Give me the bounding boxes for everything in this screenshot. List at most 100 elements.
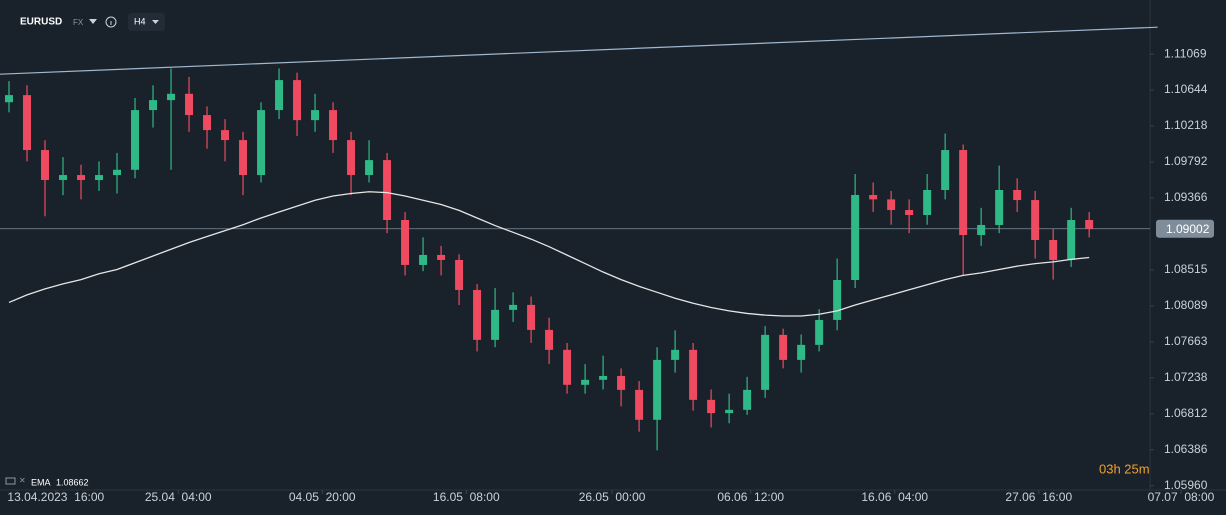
candle-body: [1085, 219, 1094, 229]
plot-area: 1.11069 1.10644 1.10218 1.09792 1.09366 1.085…: [0, 0, 1226, 504]
bar-countdown: 03h 25m: [1099, 461, 1150, 476]
timeframe: H4: [134, 16, 146, 26]
candle-body: [1049, 240, 1058, 260]
candle-body: [1067, 219, 1076, 260]
x-tick-label: 07.07 08:00: [1148, 490, 1215, 504]
last-price-label: 1.09002: [1166, 222, 1210, 236]
candle-body: [401, 219, 410, 265]
candle-body: [59, 175, 68, 181]
y-tick-label: 1.07663: [1164, 334, 1208, 348]
y-tick-label: 1.05960: [1164, 478, 1208, 492]
candle-body: [257, 110, 266, 176]
symbol[interactable]: EURUSD: [20, 17, 62, 28]
x-tick-label: 25.04 04:00: [145, 490, 212, 504]
timeframe-button[interactable]: [128, 13, 165, 31]
candle-body: [671, 349, 680, 360]
x-tick-label: 04.05 20:00: [289, 490, 356, 504]
x-tick-label: 06.06 12:00: [717, 490, 784, 504]
candle-body: [437, 254, 446, 260]
info-icon[interactable]: [105, 16, 117, 28]
market: FX: [73, 18, 84, 27]
y-tick-label: 1.06386: [1164, 442, 1208, 456]
candle-body: [761, 334, 770, 390]
candle-body: [887, 199, 896, 211]
candle-body: [905, 210, 914, 216]
candle-body: [239, 140, 248, 176]
candle-body: [1031, 200, 1040, 241]
candle-body: [743, 389, 752, 410]
y-tick-label: 1.07238: [1164, 370, 1208, 384]
candle-body: [329, 110, 338, 141]
candle-body: [311, 110, 320, 121]
y-tick-label: 1.06812: [1164, 406, 1208, 420]
candle-body: [617, 375, 626, 390]
trend-line: [0, 26, 1158, 75]
y-tick-label: 1.08515: [1164, 262, 1208, 276]
candle-body: [941, 150, 950, 191]
candle-body: [635, 389, 644, 420]
candle-body: [509, 304, 518, 310]
candle-body: [221, 130, 230, 141]
x-tick-label: 26.05 00:00: [579, 490, 646, 504]
candle-body: [491, 309, 500, 340]
candle-body: [23, 95, 32, 151]
symbol-dropdown[interactable]: [89, 19, 97, 24]
candle-body: [275, 80, 284, 111]
candle-body: [923, 190, 932, 216]
candle-body: [419, 254, 428, 265]
indicator-value: 1.08662: [56, 477, 89, 487]
candle-body: [365, 160, 374, 176]
candle-body: [851, 194, 860, 280]
indicator-name: EMA: [31, 477, 51, 487]
candle-body: [5, 95, 14, 103]
y-tick-label: 1.08089: [1164, 298, 1208, 312]
candle-body: [815, 319, 824, 345]
candle-body: [527, 304, 536, 330]
x-tick-label: 27.06 16:00: [1005, 490, 1072, 504]
candle-body: [149, 100, 158, 111]
indicator-close[interactable]: ✕: [19, 476, 26, 485]
candle-body: [563, 349, 572, 385]
candle-body: [1013, 190, 1022, 201]
candle-body: [455, 259, 464, 290]
y-tick-label: 1.09366: [1164, 190, 1208, 204]
ema-line: [8, 191, 1090, 317]
candle-body: [959, 150, 968, 236]
candle-body: [869, 194, 878, 200]
candle-body: [707, 399, 716, 414]
candle-body: [977, 224, 986, 236]
candle-body: [293, 80, 302, 121]
candle-body: [167, 93, 176, 101]
y-tick-label: 1.10218: [1164, 118, 1208, 132]
candle-body: [185, 93, 194, 116]
candle-body: [995, 190, 1004, 225]
candle-body: [473, 289, 482, 340]
x-tick-label: 16.06 04:00: [861, 490, 928, 504]
candle-body: [581, 379, 590, 385]
last-price-box: [1156, 219, 1214, 238]
candle-body: [797, 344, 806, 360]
indicator-icon[interactable]: [5, 477, 16, 485]
candle-body: [383, 160, 392, 220]
candle-body: [203, 115, 212, 131]
candle-body: [689, 349, 698, 400]
y-tick-label: 1.11069: [1164, 46, 1207, 60]
candle-body: [113, 169, 122, 176]
candle-body: [77, 175, 86, 181]
candle-body: [599, 375, 608, 380]
candle-body: [41, 150, 50, 181]
y-tick-label: 1.09792: [1164, 154, 1208, 168]
candle-body: [131, 110, 140, 170]
timeframe-caret: [152, 20, 159, 24]
y-tick-label: 1.10644: [1164, 82, 1208, 96]
candle-body: [545, 329, 554, 350]
candle-body: [653, 359, 662, 420]
candle-body: [833, 279, 842, 320]
candle-body: [347, 140, 356, 176]
candle-body: [779, 334, 788, 360]
candle-body: [725, 409, 734, 414]
x-tick-label: 13.04.2023 16:00: [7, 490, 104, 504]
